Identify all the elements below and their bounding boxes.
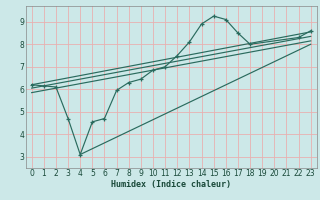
X-axis label: Humidex (Indice chaleur): Humidex (Indice chaleur) [111, 180, 231, 189]
